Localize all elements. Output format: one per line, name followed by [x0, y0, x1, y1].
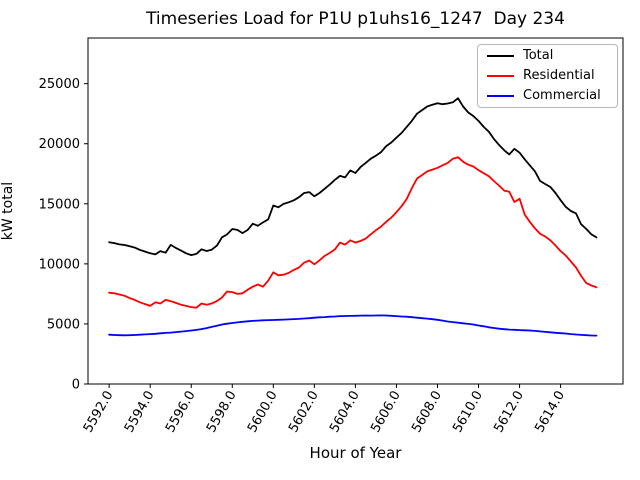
series-line-commercial [108, 314, 598, 337]
y-tick-label: 5000 [47, 317, 80, 332]
x-tick-label: 5598.0 [204, 389, 240, 436]
legend-label-commercial: Commercial [523, 88, 601, 103]
y-tick-label: 25000 [39, 77, 80, 92]
y-tick-label: 15000 [39, 197, 80, 212]
x-tick-label: 5604.0 [327, 389, 363, 436]
legend: Total Residential Commercial [477, 44, 618, 108]
x-tick-label: 5606.0 [368, 389, 404, 436]
legend-entry-residential: Residential [478, 69, 617, 83]
x-tick-label: 5600.0 [245, 389, 281, 436]
x-tick-label: 5592.0 [81, 389, 117, 436]
total-line-swatch [487, 55, 514, 57]
x-tick-label: 5608.0 [409, 389, 445, 436]
x-tick-label: 5594.0 [122, 389, 158, 436]
commercial-line-swatch [487, 95, 514, 97]
y-tick-label: 10000 [39, 257, 80, 272]
legend-entry-commercial: Commercial [478, 89, 617, 103]
x-tick-label: 5596.0 [163, 389, 199, 436]
x-axis-label: Hour of Year [309, 444, 402, 462]
series-line-residential [108, 156, 598, 309]
legend-label-residential: Residential [523, 68, 595, 83]
y-tick-label: 0 [72, 378, 80, 393]
x-tick-label: 5614.0 [532, 389, 568, 436]
x-tick-label: 5610.0 [450, 389, 486, 436]
residential-line-swatch [487, 75, 514, 77]
x-tick-label: 5602.0 [286, 389, 322, 436]
series-line-total [108, 97, 598, 257]
chart-title: Timeseries Load for P1U p1uhs16_1247 Day… [146, 9, 565, 29]
legend-entry-total: Total [478, 49, 617, 63]
y-tick-label: 20000 [39, 137, 80, 152]
x-tick-label: 5612.0 [491, 389, 527, 436]
legend-label-total: Total [523, 48, 554, 63]
